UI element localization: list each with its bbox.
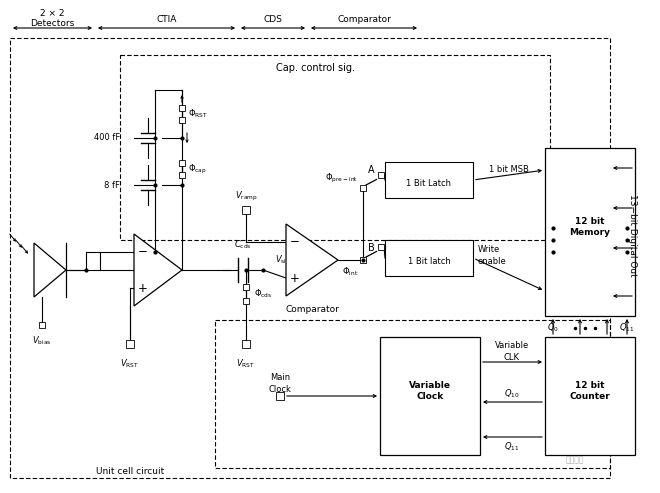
Bar (380, 337, 480, 455)
Bar (179, 117, 185, 123)
Text: Variable: Variable (495, 342, 529, 351)
Bar (10, 38, 610, 478)
Text: B: B (368, 243, 375, 253)
Text: $\Phi_{\rm pre-int}$: $\Phi_{\rm pre-int}$ (325, 172, 358, 184)
Text: 8 fF: 8 fF (104, 180, 120, 189)
Bar (39, 322, 45, 328)
Bar (243, 298, 249, 304)
Text: 红外芯闻: 红外芯闻 (566, 456, 584, 464)
Text: $\Phi_{\rm RST}$: $\Phi_{\rm RST}$ (188, 108, 208, 120)
Text: $\Phi_{\rm cds}$: $\Phi_{\rm cds}$ (254, 288, 273, 300)
Bar (126, 340, 134, 348)
Text: −: − (138, 246, 148, 258)
Text: Clock: Clock (269, 385, 292, 393)
Text: CLK: CLK (504, 352, 520, 361)
Text: $V_{\rm RST}$: $V_{\rm RST}$ (236, 358, 255, 370)
Polygon shape (286, 224, 338, 296)
Text: Variable
Clock: Variable Clock (409, 381, 451, 401)
Text: +: + (138, 282, 148, 294)
Bar (179, 105, 185, 111)
Text: Cap. control sig.: Cap. control sig. (275, 63, 354, 73)
Bar (242, 206, 250, 214)
Text: enable: enable (478, 257, 507, 267)
Text: Unit cell circuit: Unit cell circuit (96, 467, 164, 477)
Text: $Q_{10}$: $Q_{10}$ (504, 388, 520, 400)
Text: 2 × 2: 2 × 2 (40, 8, 64, 17)
Text: $\Phi_{\rm cap}$: $\Phi_{\rm cap}$ (188, 163, 207, 176)
Text: Detectors: Detectors (30, 19, 74, 28)
Bar (215, 320, 610, 468)
Bar (243, 284, 249, 290)
Text: $Q_{11}$: $Q_{11}$ (504, 441, 519, 453)
Bar (179, 172, 185, 178)
Text: 12 bit
Counter: 12 bit Counter (570, 381, 611, 401)
Text: 1 Bit Latch: 1 Bit Latch (407, 179, 451, 188)
Text: 1 bit MSB: 1 bit MSB (489, 166, 529, 175)
Bar (378, 172, 384, 178)
Text: Write: Write (478, 246, 500, 254)
Bar (545, 148, 635, 316)
Text: $V_{\rm sig}$: $V_{\rm sig}$ (275, 253, 290, 267)
Text: $\Phi_{\rm int}$: $\Phi_{\rm int}$ (342, 266, 358, 278)
Text: +: + (290, 272, 300, 284)
Text: 13−bit Digital Out: 13−bit Digital Out (628, 194, 636, 277)
Text: 12 bit
Memory: 12 bit Memory (570, 217, 611, 237)
Polygon shape (34, 243, 66, 297)
Text: $V_{\rm RST}$: $V_{\rm RST}$ (120, 358, 139, 370)
Text: $C_{\rm cds}$: $C_{\rm cds}$ (234, 239, 252, 251)
Bar (179, 160, 185, 166)
Bar (385, 240, 473, 276)
Polygon shape (134, 234, 182, 306)
Text: CTIA: CTIA (157, 14, 177, 24)
Text: 400 fF: 400 fF (94, 134, 120, 142)
Bar (378, 244, 384, 250)
Bar (276, 392, 284, 400)
Bar (120, 55, 550, 240)
Text: $V_{\rm ramp}$: $V_{\rm ramp}$ (234, 189, 257, 203)
Text: CDS: CDS (263, 14, 282, 24)
Text: Main: Main (270, 374, 290, 383)
Bar (385, 162, 473, 198)
Text: Comparator: Comparator (285, 306, 339, 315)
Text: $Q_0$: $Q_0$ (547, 322, 559, 334)
Text: −: − (290, 236, 300, 248)
Bar (242, 340, 250, 348)
Text: $Q_{11}$: $Q_{11}$ (619, 322, 635, 334)
Text: $V_{\rm bias}$: $V_{\rm bias}$ (32, 335, 51, 347)
Text: A: A (368, 165, 375, 175)
Bar (360, 257, 366, 263)
Bar (545, 337, 635, 455)
Text: Comparator: Comparator (337, 14, 391, 24)
Text: 1 Bit latch: 1 Bit latch (408, 257, 450, 267)
Bar (360, 185, 366, 191)
